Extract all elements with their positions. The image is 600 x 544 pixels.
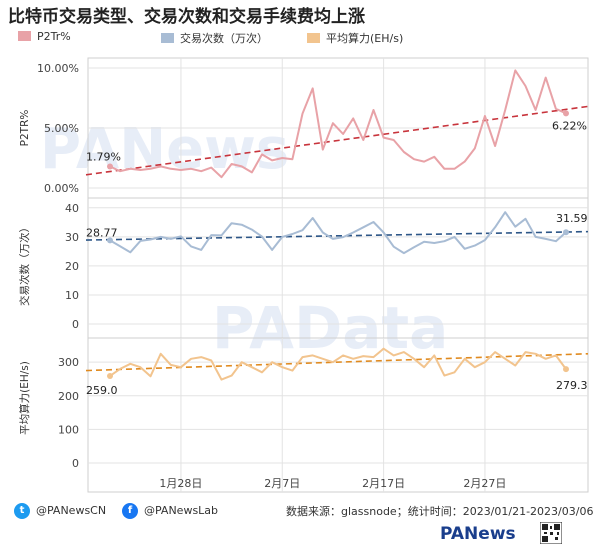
x-tick-label: 2月7日 (264, 477, 300, 490)
y-axis-label-transactions: 交易次数（万次） (18, 222, 31, 306)
series-line-transactions (109, 211, 567, 255)
y-tick-label-p2tr: 0.00% (44, 182, 79, 195)
trend-line-p2tr (85, 105, 589, 176)
end-label-transactions: 31.59 (556, 212, 588, 225)
twitter-handle: @PANewsCN (36, 504, 107, 517)
legend-label-transactions: 交易次数（万次） (180, 32, 268, 45)
y-tick-label-transactions: 40 (65, 202, 79, 215)
legend-item-p2tr: P2Tr% (18, 30, 71, 43)
start-label-p2tr: 1.79% (86, 151, 121, 164)
facebook-link[interactable]: f @PANewsLab (122, 503, 218, 519)
legend-item-hashrate: 平均算力(EH/s) (307, 30, 403, 46)
chart-area: PANewsPAData10.00%5.00%0.00%P2TR%1.79%6.… (18, 57, 589, 493)
trend-line-hashrate (85, 352, 589, 372)
x-tick-label: 1月28日 (159, 477, 202, 490)
series-line-p2tr (109, 69, 567, 179)
end-point-p2tr (563, 110, 569, 117)
y-tick-label-hashrate: 0 (72, 457, 79, 470)
y-tick-label-hashrate: 100 (58, 423, 79, 436)
y-axis-label-p2tr: P2TR% (19, 110, 31, 147)
watermark-padata: PAData (212, 294, 448, 362)
legend: P2Tr% 交易次数（万次） 平均算力(EH/s) (0, 30, 600, 50)
footer: t @PANewsCN f @PANewsLab 数据来源：glassnode；统计… (0, 500, 600, 544)
end-point-transactions (563, 229, 569, 236)
legend-label-p2tr: P2Tr% (37, 30, 71, 43)
twitter-link[interactable]: t @PANewsCN (14, 503, 106, 519)
y-axis-label-hashrate: 平均算力(EH/s) (18, 361, 31, 435)
y-tick-label-transactions: 20 (65, 260, 79, 273)
start-point-p2tr (107, 163, 113, 170)
twitter-icon: t (14, 503, 30, 519)
start-label-transactions: 28.77 (86, 226, 118, 239)
legend-item-transactions: 交易次数（万次） (161, 30, 268, 46)
y-tick-label-hashrate: 200 (58, 390, 79, 403)
start-point-transactions (107, 237, 113, 244)
y-tick-label-p2tr: 10.00% (37, 62, 79, 75)
y-tick-label-transactions: 0 (72, 318, 79, 331)
y-tick-label-p2tr: 5.00% (44, 122, 79, 135)
y-tick-label-transactions: 10 (65, 289, 79, 302)
chart-title: 比特币交易类型、交易次数和交易手续费均上涨 (8, 7, 365, 27)
data-source: 数据来源：glassnode；统计时间：2023/01/21-2023/03/0… (286, 505, 594, 518)
panel-frame-hashrate (87, 337, 589, 493)
legend-label-hashrate: 平均算力(EH/s) (326, 32, 404, 45)
start-label-hashrate: 259.0 (86, 384, 118, 397)
legend-swatch-p2tr (18, 31, 31, 41)
qr-code-icon (540, 522, 562, 544)
y-tick-label-transactions: 30 (65, 231, 79, 244)
start-point-hashrate (107, 372, 113, 379)
end-label-p2tr: 6.22% (552, 119, 587, 132)
end-point-hashrate (563, 366, 569, 373)
legend-swatch-transactions (161, 33, 174, 43)
series-line-hashrate (109, 347, 567, 381)
y-tick-label-hashrate: 300 (58, 356, 79, 369)
end-label-hashrate: 279.3 (556, 379, 588, 392)
brand-logo: PANews (440, 524, 516, 544)
x-tick-label: 2月17日 (362, 477, 405, 490)
facebook-handle: @PANewsLab (144, 504, 219, 517)
legend-swatch-hashrate (307, 33, 320, 43)
x-tick-label: 2月27日 (463, 477, 506, 490)
facebook-icon: f (122, 503, 138, 519)
